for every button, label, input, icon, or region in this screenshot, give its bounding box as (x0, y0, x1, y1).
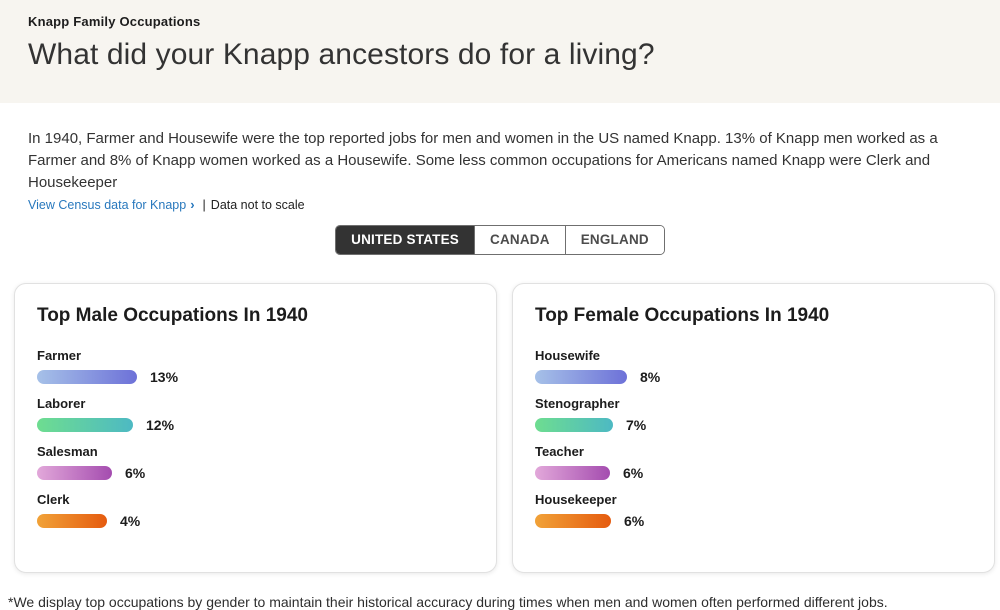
census-link-label: View Census data for Knapp (28, 197, 187, 212)
intro-paragraph: In 1940, Farmer and Housewife were the t… (28, 130, 938, 191)
tab-canada[interactable]: CANADA (474, 226, 565, 254)
occupation-percent: 6% (125, 465, 146, 481)
female-occupations-card: Top Female Occupations In 1940 Housewife… (512, 283, 995, 573)
occupation-bar-line: 6% (37, 465, 474, 481)
occupation-bar (535, 418, 613, 432)
occupation-row: Stenographer 7% (535, 396, 972, 433)
occupation-bar-line: 12% (37, 417, 474, 433)
footnote: *We display top occupations by gender to… (8, 594, 888, 610)
occupation-label: Clerk (37, 492, 70, 507)
occupation-row: Clerk 4% (37, 492, 474, 529)
scale-note: Data not to scale (210, 197, 305, 212)
occupation-bar (535, 370, 627, 384)
link-row: View Census data for Knapp › | Data not … (28, 197, 972, 212)
occupation-row: Salesman 6% (37, 444, 474, 481)
occupation-bar (535, 514, 611, 528)
male-occupation-bars: Farmer 13% Laborer 12% Salesman 6% Clerk 4% (37, 348, 474, 529)
occupation-percent: 13% (150, 369, 179, 385)
male-card-title: Top Male Occupations In 1940 (37, 305, 308, 326)
occupation-bar (37, 466, 112, 480)
occupation-bar-line: 6% (535, 465, 972, 481)
occupation-bar-line: 7% (535, 417, 972, 433)
occupation-percent: 8% (640, 369, 661, 385)
occupation-row: Laborer 12% (37, 396, 474, 433)
separator: | (202, 197, 206, 212)
occupation-label: Housewife (535, 348, 601, 363)
page-title: What did your Knapp ancestors do for a l… (28, 38, 655, 71)
chevron-right-icon: › (190, 197, 195, 212)
occupation-bar (37, 370, 137, 384)
country-tab-group: UNITED STATES CANADA ENGLAND (335, 225, 665, 255)
occupation-percent: 6% (624, 513, 645, 529)
occupation-label: Salesman (37, 444, 98, 459)
occupation-percent: 7% (626, 417, 647, 433)
occupation-row: Farmer 13% (37, 348, 474, 385)
occupation-bar-line: 13% (37, 369, 474, 385)
occupation-percent: 6% (623, 465, 644, 481)
occupation-row: Housekeeper 6% (535, 492, 972, 529)
tabs-wrapper: UNITED STATES CANADA ENGLAND (0, 225, 1000, 255)
occupation-percent: 12% (146, 417, 175, 433)
intro-section: In 1940, Farmer and Housewife were the t… (0, 103, 1000, 212)
occupation-label: Stenographer (535, 396, 620, 411)
occupation-bar-line: 4% (37, 513, 474, 529)
tab-united-states[interactable]: UNITED STATES (336, 226, 474, 254)
census-data-link[interactable]: View Census data for Knapp › (28, 197, 195, 212)
tab-england[interactable]: ENGLAND (564, 226, 664, 254)
breadcrumb-eyebrow: Knapp Family Occupations (28, 14, 201, 29)
occupation-label: Farmer (37, 348, 82, 363)
occupation-row: Teacher 6% (535, 444, 972, 481)
occupation-bar (37, 514, 107, 528)
hero-banner: Knapp Family Occupations What did your K… (0, 0, 1000, 103)
occupation-bar (37, 418, 133, 432)
female-occupation-bars: Housewife 8% Stenographer 7% Teacher 6% Housek… (535, 348, 972, 529)
occupation-bar-line: 6% (535, 513, 972, 529)
occupation-cards: Top Male Occupations In 1940 Farmer 13% La… (14, 283, 995, 573)
male-occupations-card: Top Male Occupations In 1940 Farmer 13% La… (14, 283, 497, 573)
occupation-label: Teacher (535, 444, 584, 459)
occupation-bar-line: 8% (535, 369, 972, 385)
female-card-title: Top Female Occupations In 1940 (535, 305, 830, 326)
occupation-label: Laborer (37, 396, 86, 411)
occupation-bar (535, 466, 610, 480)
occupation-percent: 4% (120, 513, 141, 529)
occupation-label: Housekeeper (535, 492, 617, 507)
occupation-row: Housewife 8% (535, 348, 972, 385)
